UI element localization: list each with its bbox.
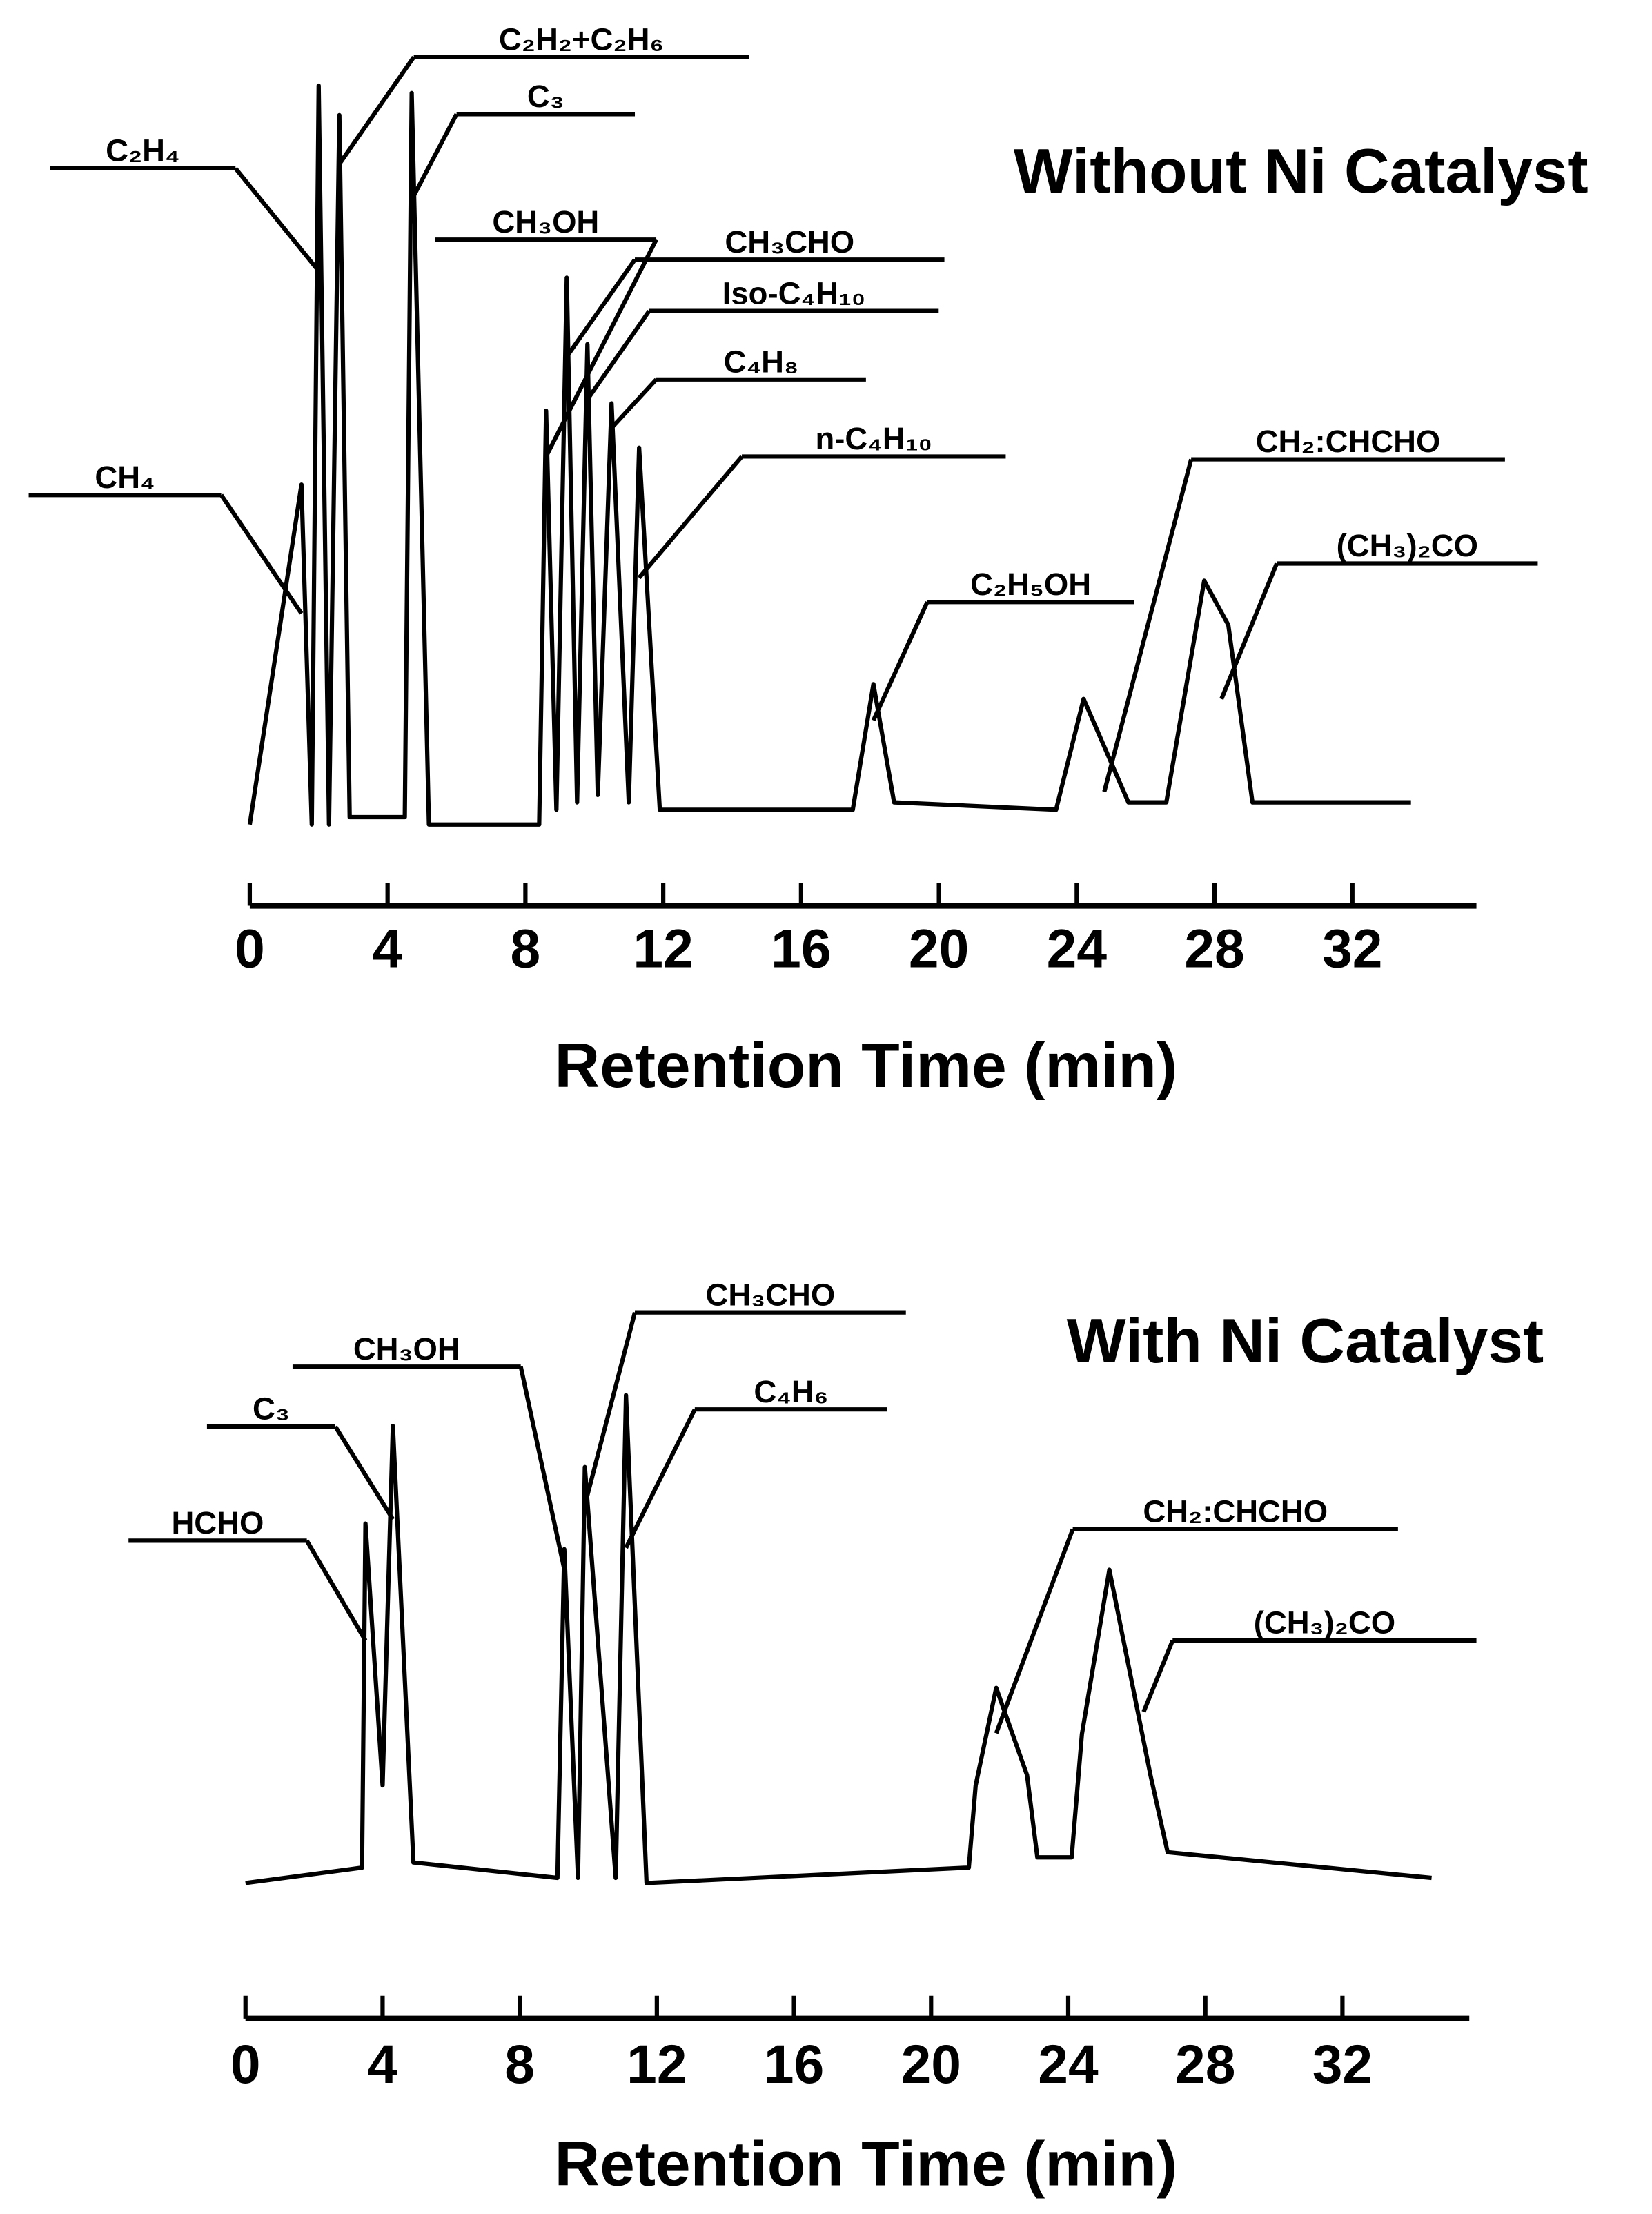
x-tick-label: 32: [1312, 2034, 1373, 2095]
annotation-label: CH₂:CHCHO: [1143, 1494, 1328, 1529]
x-tick-label: 24: [1047, 918, 1108, 979]
x-tick-label: 24: [1038, 2034, 1099, 2095]
annotation-pointer: [637, 455, 744, 580]
x-tick-label: 4: [368, 2034, 398, 2095]
chromatogram-trace: [247, 83, 1411, 827]
annotation-pointer: [1219, 562, 1279, 701]
annotation-pointer: [871, 600, 930, 722]
annotation-pointer: [409, 112, 459, 201]
annotation-label: CH₃OH: [353, 1331, 460, 1366]
annotation-pointer: [564, 258, 637, 358]
annotation-pointer: [1102, 458, 1194, 792]
annotation-pointer: [544, 238, 658, 458]
x-tick-label: 28: [1175, 2034, 1235, 2095]
x-tick-label: 12: [627, 2034, 687, 2095]
x-tick-label: 16: [764, 2034, 824, 2095]
annotation-pointer: [219, 493, 304, 615]
annotation-label: CH₄: [95, 460, 155, 495]
x-tick-label: 0: [235, 918, 265, 979]
annotation-pointer: [582, 1311, 638, 1506]
annotation-label: CH₃OH: [492, 204, 599, 239]
annotation-label: (CH₃)₂CO: [1337, 528, 1478, 563]
annotation-label: C₂H₂+C₂H₆: [499, 21, 664, 57]
annotation-label: C₂H₅OH: [970, 567, 1091, 602]
annotation-pointer: [518, 1366, 567, 1570]
annotation-label: (CH₃)₂CO: [1254, 1605, 1395, 1640]
annotation-label: HCHO: [171, 1505, 264, 1540]
x-tick-label: 20: [909, 918, 969, 979]
annotation-label: n-C₄H₁₀: [815, 421, 932, 456]
annotation-pointer: [585, 309, 651, 401]
x-tick-label: 4: [373, 918, 403, 979]
annotation-pointer: [233, 166, 321, 273]
x-tick-label: 8: [504, 2034, 535, 2095]
x-tick-label: 28: [1184, 918, 1244, 979]
x-tick-label: 12: [633, 918, 693, 979]
annotation-pointer: [994, 1528, 1075, 1734]
chart-title: With Ni Catalyst: [1067, 1306, 1544, 1376]
annotation-pointer: [333, 1425, 395, 1521]
annotation-label: Iso-C₄H₁₀: [722, 275, 865, 311]
x-axis-label: Retention Time (min): [555, 2130, 1178, 2200]
annotation-label: C₃: [527, 79, 564, 114]
x-tick-label: 0: [230, 2034, 261, 2095]
annotation-pointer: [1141, 1639, 1175, 1713]
chromatogram-trace: [245, 1393, 1432, 1885]
annotation-label: C₄H₈: [724, 344, 799, 379]
chart-title: Without Ni Catalyst: [1014, 137, 1589, 206]
annotation-pointer: [304, 1539, 368, 1642]
annotation-label: CH₃CHO: [725, 224, 854, 259]
annotation-label: C₃: [253, 1391, 290, 1427]
x-tick-label: 8: [511, 918, 541, 979]
annotation-pointer: [624, 1408, 697, 1549]
annotation-label: C₄H₆: [754, 1374, 828, 1409]
x-tick-label: 32: [1322, 918, 1382, 979]
annotation-label: CH₃CHO: [706, 1277, 836, 1312]
annotation-pointer: [609, 378, 658, 430]
annotation-label: CH₂:CHCHO: [1256, 424, 1441, 459]
x-tick-label: 16: [771, 918, 831, 979]
annotation-pointer: [337, 55, 416, 166]
annotation-label: C₂H₄: [106, 133, 180, 168]
x-axis-label: Retention Time (min): [555, 1031, 1178, 1101]
x-tick-label: 20: [901, 2034, 961, 2095]
